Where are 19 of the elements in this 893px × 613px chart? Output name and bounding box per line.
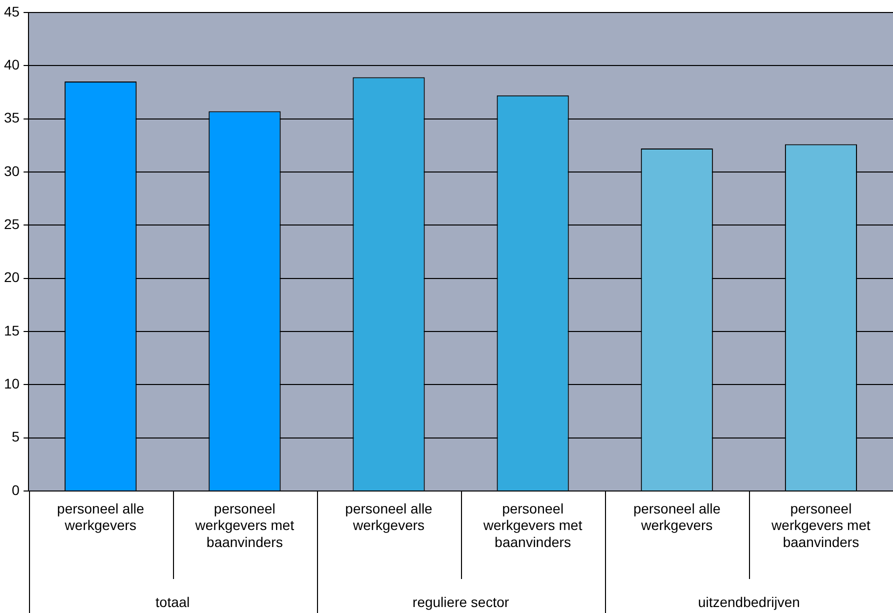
- x-tick-label: personeel alle werkgevers: [57, 500, 144, 534]
- x-tick-label: personeel werkgevers met baanvinders: [770, 500, 870, 550]
- y-tick-label: 0: [12, 482, 20, 498]
- text: reguliere sector: [412, 594, 510, 610]
- text: totaal: [156, 594, 190, 610]
- x-tick-label: personeel alle werkgevers: [345, 500, 433, 534]
- x-tick-label: personeel werkgevers met baanvinders: [482, 500, 582, 550]
- y-tick-label: 25: [4, 216, 20, 232]
- y-tick-label: 20: [4, 269, 20, 286]
- x-tick-label: personeel werkgevers met baanvinders: [194, 500, 294, 550]
- text: uitzendbedrijven: [698, 594, 800, 610]
- y-tick-label: 40: [4, 56, 20, 72]
- y-tick-label: 15: [4, 322, 20, 338]
- x-tick-label: personeel alle werkgevers: [633, 500, 721, 534]
- y-tick-label: 30: [4, 162, 20, 179]
- y-tick-label: 35: [4, 110, 20, 126]
- y-tick-label: 45: [4, 3, 20, 20]
- y-tick-label: 5: [12, 428, 20, 445]
- y-tick-label: 10: [4, 376, 20, 392]
